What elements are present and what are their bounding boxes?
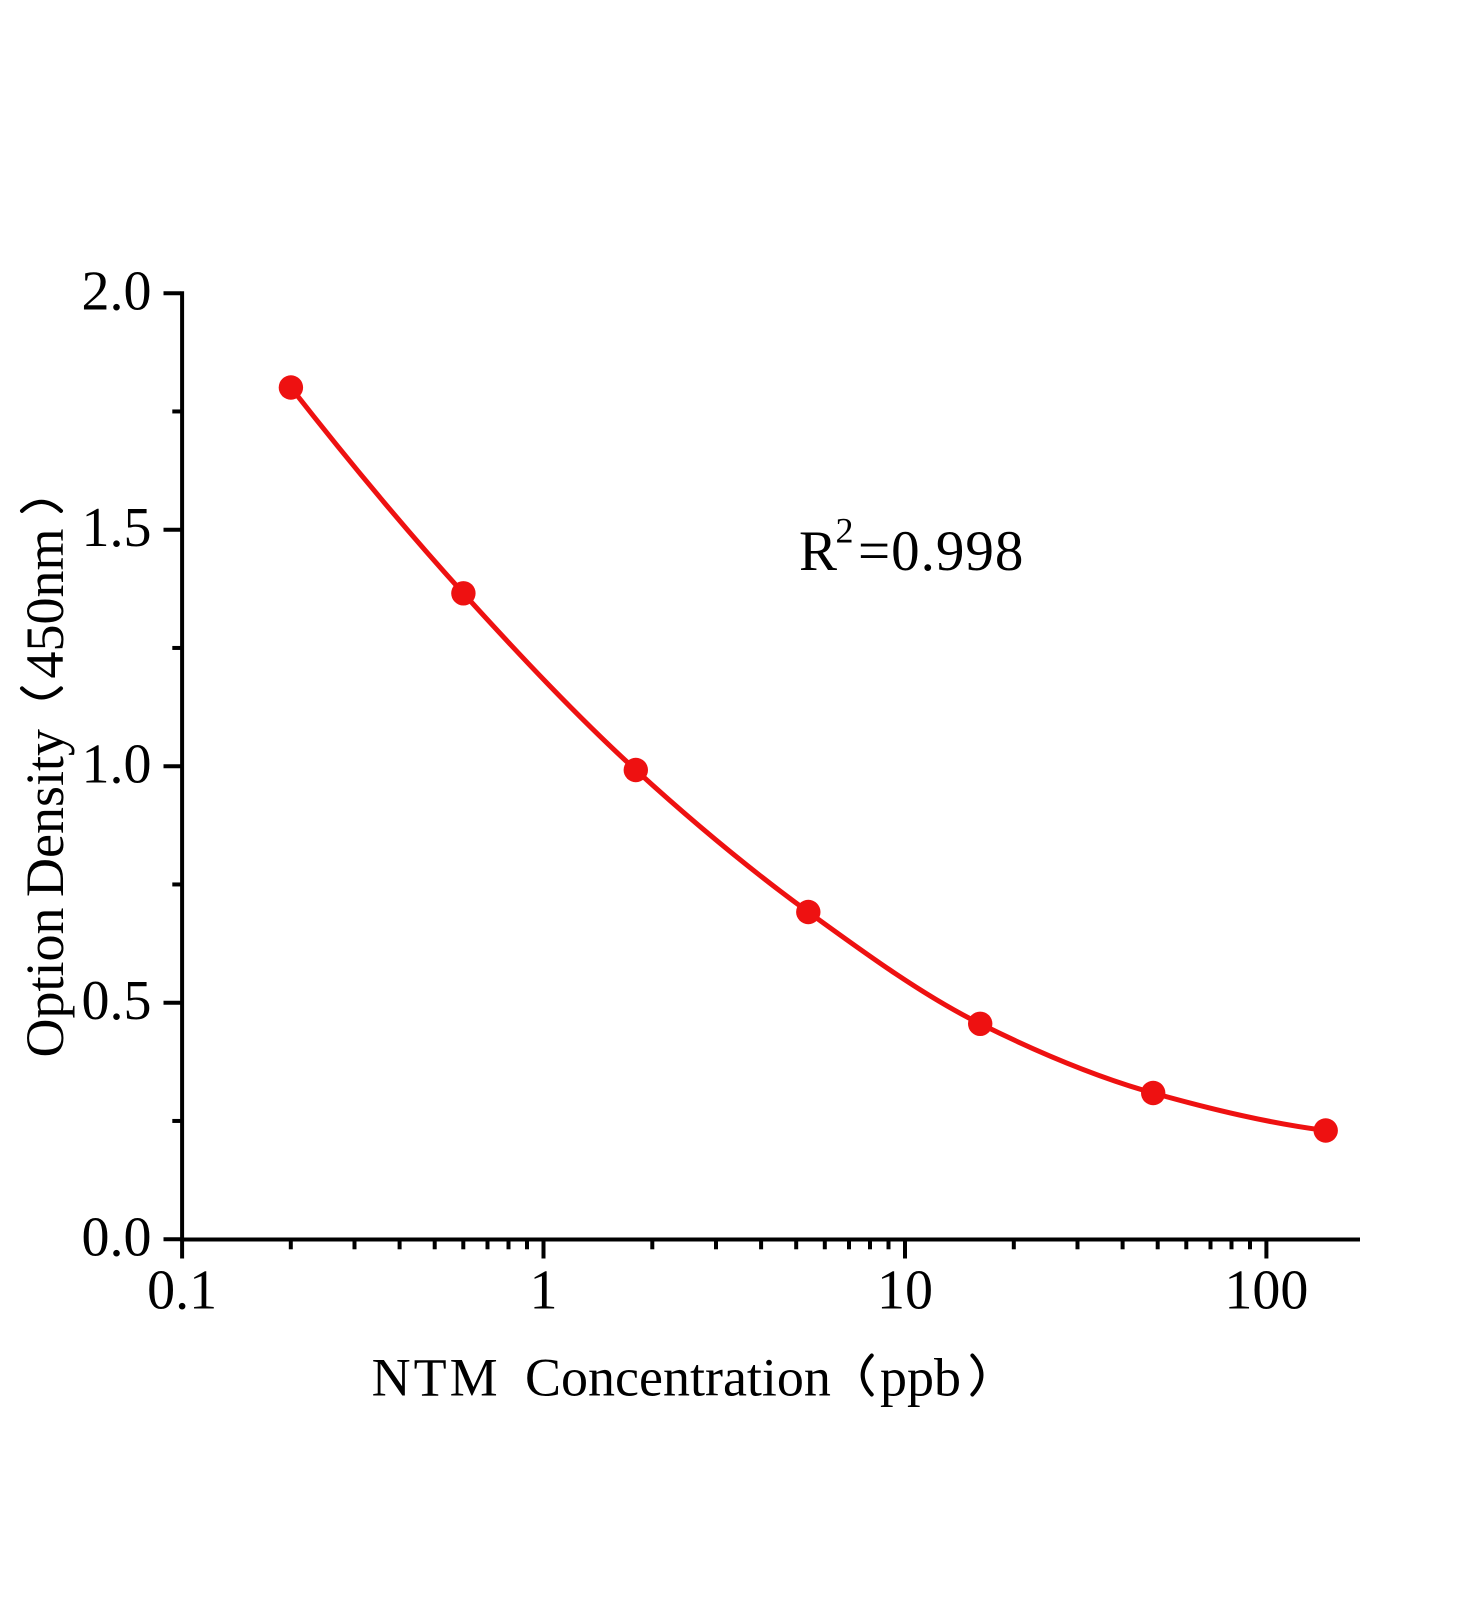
- svg-text:OptionDensity450nm: OptionDensity450nm: [15, 528, 75, 1057]
- svg-text:1.5: 1.5: [82, 497, 152, 559]
- svg-text:R2=0.998: R2=0.998: [799, 511, 1024, 583]
- svg-text:2.0: 2.0: [82, 260, 152, 322]
- svg-text:0.5: 0.5: [82, 970, 152, 1032]
- svg-text:1.0: 1.0: [82, 733, 152, 795]
- svg-text:0.1: 0.1: [147, 1260, 217, 1322]
- svg-text:0.0: 0.0: [82, 1206, 152, 1268]
- svg-text:10: 10: [877, 1260, 933, 1322]
- svg-text:1: 1: [530, 1260, 558, 1322]
- svg-text:100: 100: [1224, 1260, 1308, 1322]
